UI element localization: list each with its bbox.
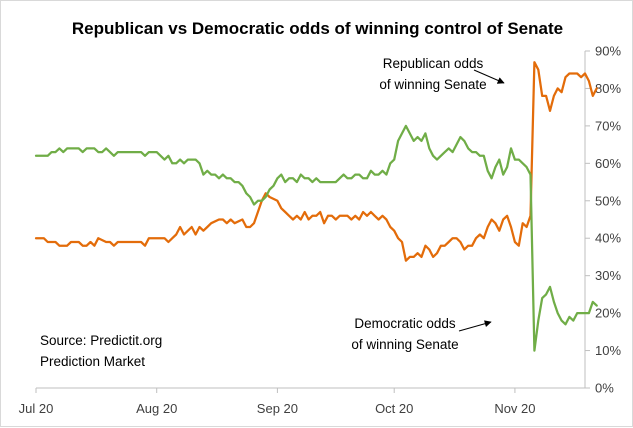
y-tick-label: 50% <box>595 193 621 208</box>
series-annotation-line: Republican odds <box>383 56 484 71</box>
y-tick-label: 40% <box>595 231 621 246</box>
source-note-line: Prediction Market <box>40 354 145 369</box>
y-tick-label: 10% <box>595 343 621 358</box>
x-tick-label: Nov 20 <box>494 401 535 416</box>
source-note-line: Source: Predictit.org <box>40 333 162 348</box>
x-tick-label: Sep 20 <box>257 401 298 416</box>
x-tick-label: Jul 20 <box>19 401 54 416</box>
chart-axes: Jul 20 Aug 20 Sep 20 Oct 20 Nov 20 0% 10% 20% 30… <box>19 44 622 417</box>
y-tick-label: 80% <box>595 81 621 96</box>
y-tick-label: 70% <box>595 118 621 133</box>
y-tick-label: 20% <box>595 306 621 321</box>
y-tick-label: 30% <box>595 268 621 283</box>
x-tick-label: Oct 20 <box>375 401 413 416</box>
chart-title: Republican vs Democratic odds of winning… <box>71 19 564 38</box>
series-annotation-line: Democratic odds <box>354 316 456 331</box>
annotation-layer: Republican odds of winning Senate Democrat… <box>40 56 505 369</box>
series-line-democratic <box>34 124 598 352</box>
series-line-republican <box>34 61 598 262</box>
series-layer <box>34 61 598 352</box>
series-annotation-line: of winning Senate <box>351 337 458 352</box>
y-tick-label: 90% <box>595 44 621 59</box>
y-tick-label: 0% <box>595 381 614 396</box>
annotation-arrow <box>473 69 505 84</box>
y-tick-label: 60% <box>595 156 621 171</box>
series-annotation-line: of winning Senate <box>379 77 486 92</box>
x-tick-label: Aug 20 <box>136 401 177 416</box>
annotation-arrow <box>458 320 492 332</box>
